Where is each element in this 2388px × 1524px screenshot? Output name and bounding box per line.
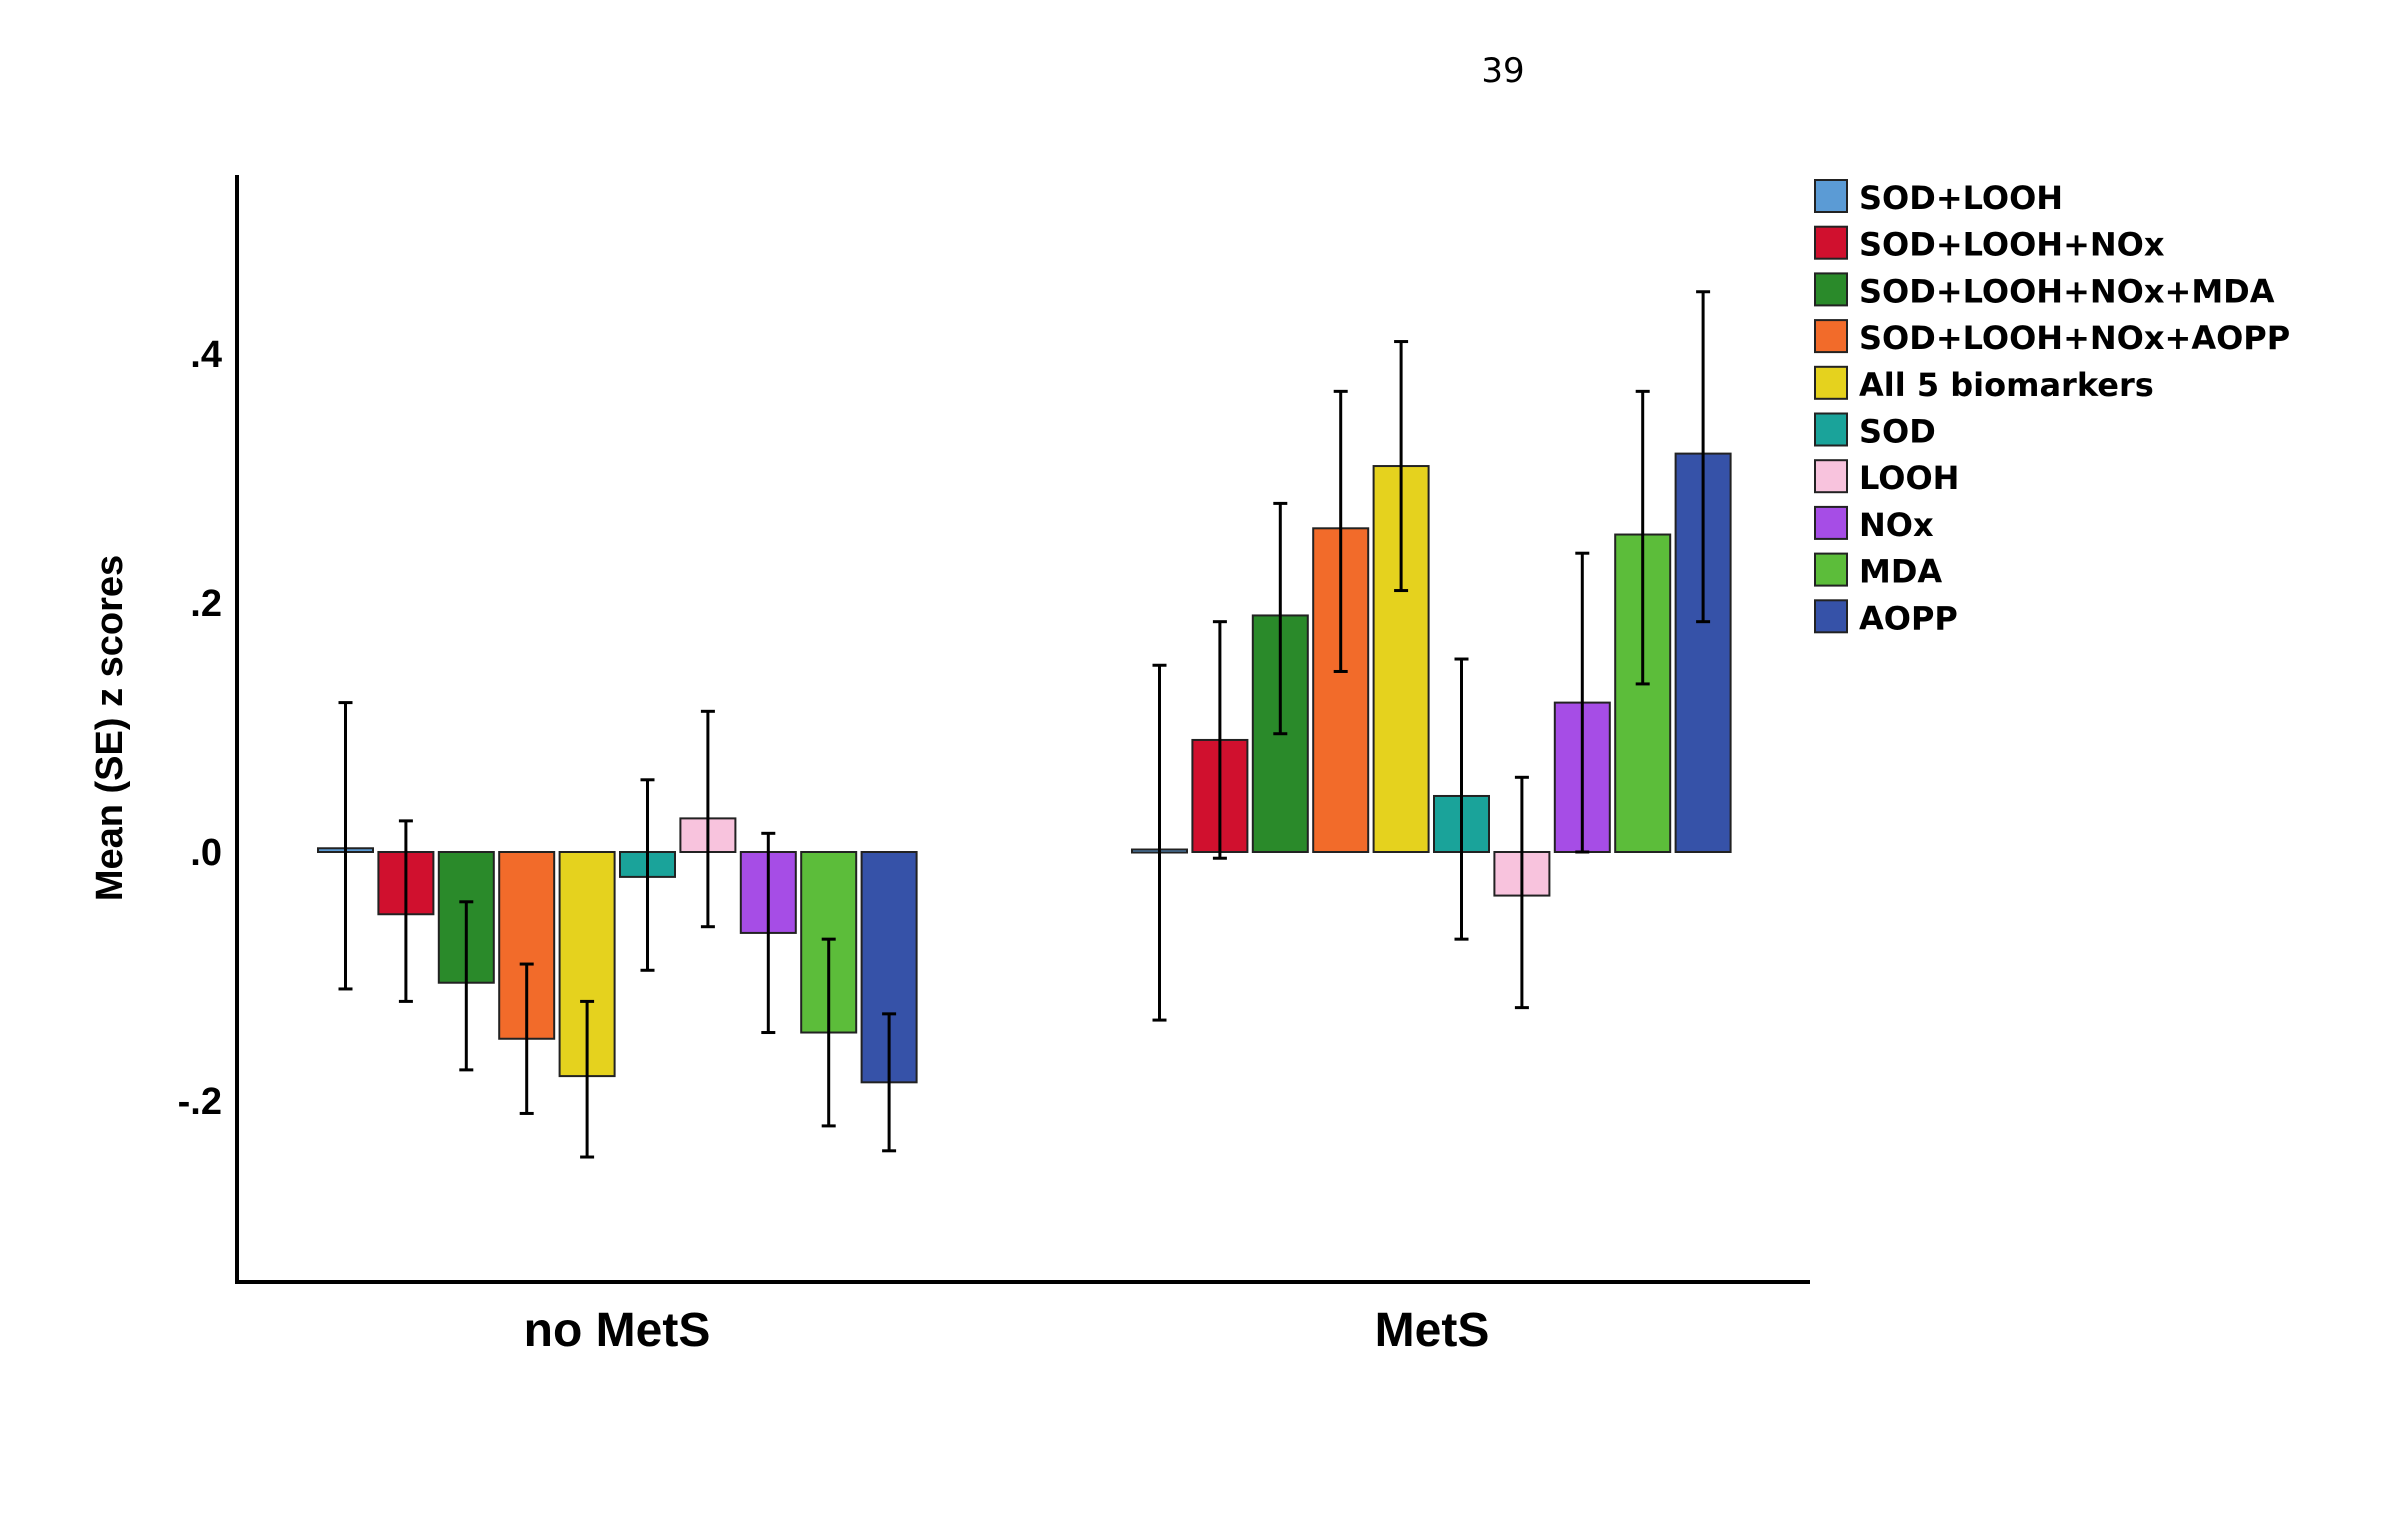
legend-label: SOD+LOOH <box>1859 179 2063 217</box>
legend: SOD+LOOH SOD+LOOH+NOx SOD+LOOH+NOx+MDA SOD+… <box>1814 179 2290 637</box>
legend-swatch <box>1814 365 1848 400</box>
legend-swatch <box>1814 179 1848 213</box>
legend-swatch <box>1814 505 1848 540</box>
legend-label: AOPP <box>1859 599 1958 637</box>
legend-label: All 5 biomarkers <box>1859 366 2154 404</box>
legend-label: NOx <box>1859 506 1934 544</box>
legend-label: SOD+LOOH+NOx <box>1859 226 2165 264</box>
x-category-label: no MetS <box>524 1304 711 1357</box>
plot-area: -.2 .0 .2 .4 Mean (SE) z scores no MetS MetS <box>89 175 1810 1357</box>
legend-label: MDA <box>1859 553 1942 591</box>
y-tick-label: .4 <box>190 334 222 376</box>
y-axis-title: Mean (SE) z scores <box>89 555 131 901</box>
legend-label: LOOH <box>1859 459 1959 497</box>
x-category-label: MetS <box>1375 1304 1490 1357</box>
legend-swatch <box>1814 599 1848 634</box>
legend-label: SOD <box>1859 413 1936 451</box>
y-tick-label: -.2 <box>178 1081 222 1123</box>
legend-swatch <box>1814 412 1848 447</box>
legend-swatch <box>1814 272 1848 307</box>
legend-swatch <box>1814 459 1848 494</box>
y-tick-label: .2 <box>190 583 222 625</box>
y-tick-label: .0 <box>190 832 222 874</box>
legend-label: SOD+LOOH+NOx+AOPP <box>1859 319 2290 357</box>
page-number: 39 <box>1481 51 1524 91</box>
legend-swatch <box>1814 225 1848 260</box>
legend-label: SOD+LOOH+NOx+MDA <box>1859 272 2275 310</box>
legend-swatch <box>1814 552 1848 587</box>
legend-swatch <box>1814 319 1848 354</box>
